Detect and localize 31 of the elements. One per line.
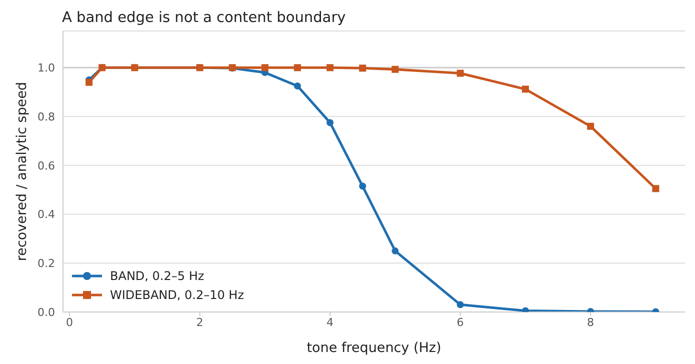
point — [86, 78, 93, 86]
point — [359, 64, 366, 72]
x-tick-label: 0 — [66, 316, 74, 329]
point — [652, 185, 660, 192]
x-tick-label: 4 — [326, 316, 334, 329]
point — [261, 64, 268, 72]
chart-title: A band edge is not a content boundary — [61, 9, 347, 28]
y-tick-label: 0.0 — [38, 306, 55, 319]
y-tick-label: 0.6 — [38, 159, 55, 172]
point — [587, 122, 594, 130]
point — [392, 66, 399, 73]
y-tick-label: 0.8 — [38, 110, 55, 124]
y-axis-title: recovered / analytic speed — [14, 82, 30, 262]
x-tick-label: 8 — [587, 316, 594, 329]
x-axis-title: tone frequency (Hz) — [306, 340, 442, 356]
x-tick-label: 2 — [196, 316, 204, 329]
y-tick-label: 1.0 — [38, 62, 55, 75]
point — [392, 247, 399, 254]
x-tick-label: 6 — [456, 316, 464, 329]
point — [294, 82, 301, 90]
point — [456, 70, 464, 77]
point — [359, 182, 366, 190]
point — [294, 64, 301, 72]
point — [456, 301, 464, 308]
point — [326, 64, 334, 72]
y-tick-label: 0.2 — [38, 257, 55, 270]
legend-label: WIDEBAND, 0.2–10 Hz — [110, 288, 244, 302]
point — [522, 86, 529, 93]
legend-label: BAND, 0.2–5 Hz — [110, 268, 204, 282]
point — [326, 119, 334, 126]
y-tick-label: 0.4 — [38, 208, 55, 222]
